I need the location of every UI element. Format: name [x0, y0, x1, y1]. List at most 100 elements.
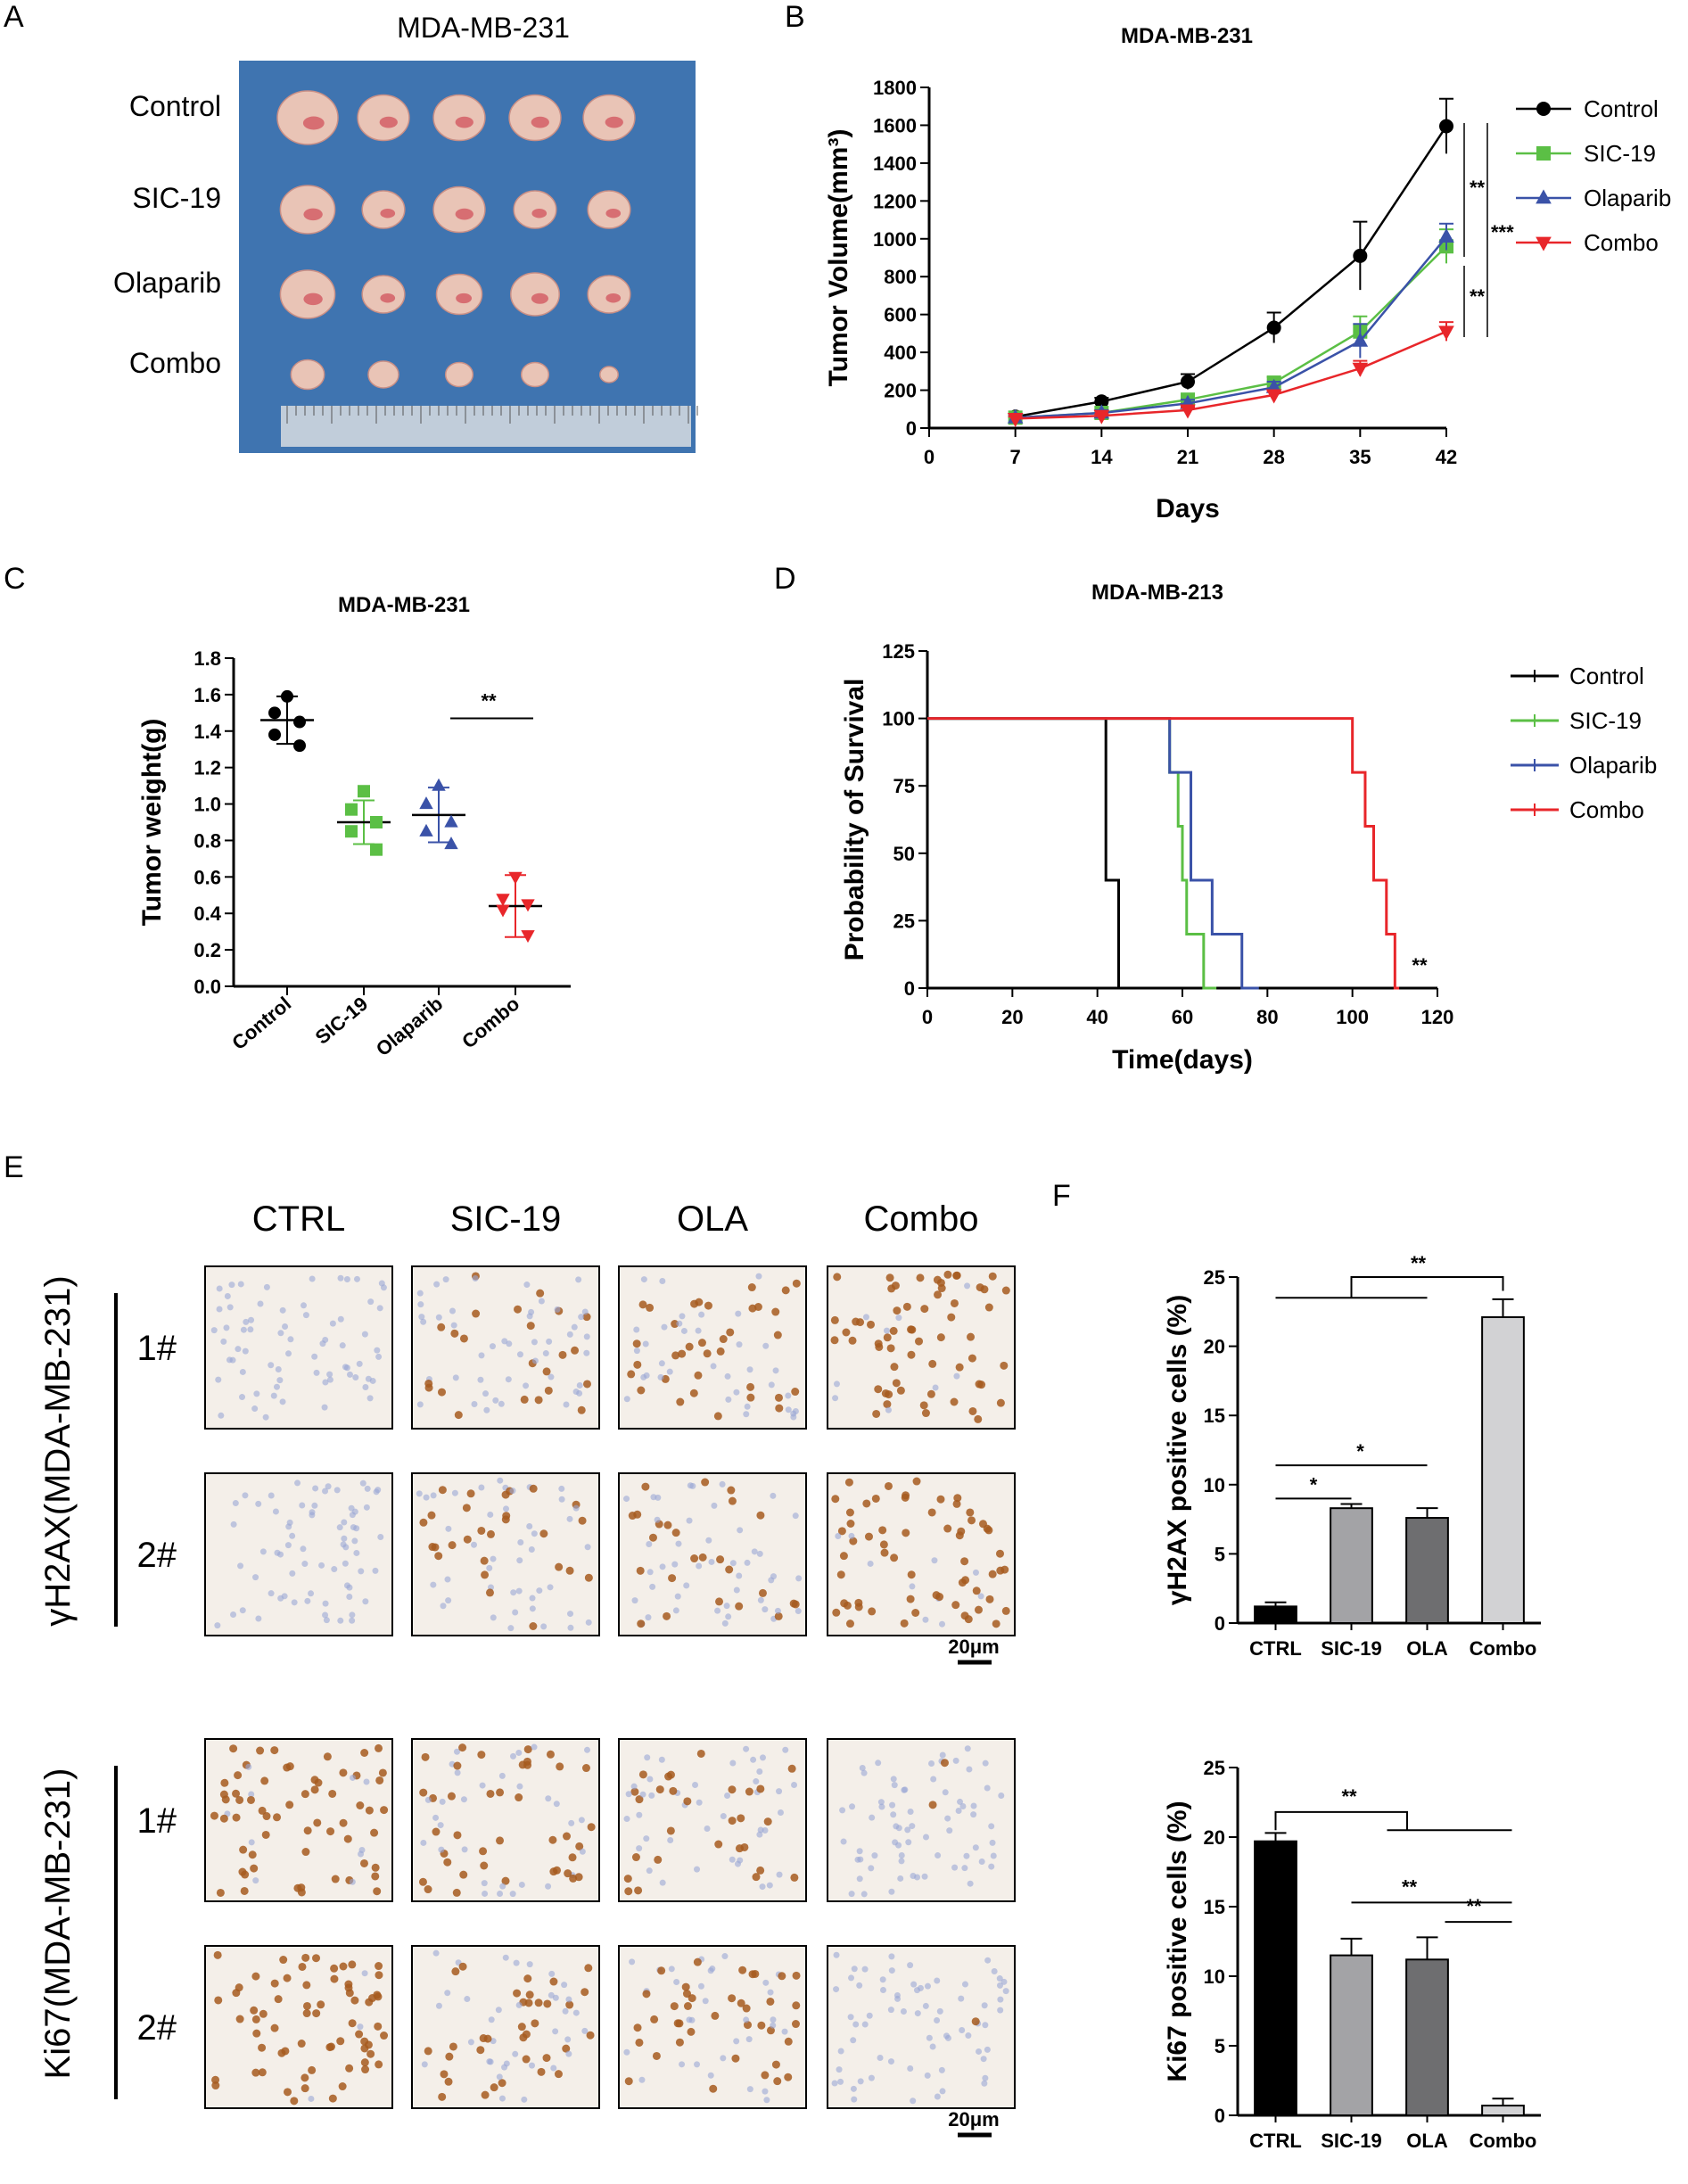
nucleus	[300, 1302, 307, 1309]
y-tick-label: 800	[884, 266, 917, 288]
nucleus	[792, 1407, 799, 1414]
nucleus	[450, 1322, 457, 1329]
significance-label: **	[1411, 1252, 1427, 1274]
nucleus	[575, 1842, 584, 1850]
nucleus	[867, 1320, 876, 1329]
nucleus	[930, 1776, 937, 1783]
nucleus	[247, 1326, 254, 1333]
nucleus	[549, 1867, 558, 1876]
survival-curve-control	[927, 717, 1140, 990]
nucleus	[639, 1791, 646, 1798]
nucleus	[856, 1848, 863, 1855]
nucleus	[255, 1500, 262, 1507]
nucleus	[351, 1537, 358, 1545]
nucleus	[341, 1519, 348, 1526]
nucleus	[967, 1332, 976, 1341]
nucleus	[982, 1760, 989, 1767]
nucleus	[529, 1595, 536, 1602]
nucleus	[663, 1611, 671, 1620]
nucleus	[773, 1331, 782, 1339]
nucleus	[463, 1535, 472, 1544]
nucleus	[625, 1791, 632, 1798]
nucleus	[849, 1803, 856, 1810]
nucleus	[781, 2028, 788, 2035]
nucleus	[714, 1840, 723, 1849]
legend-label: Olaparib	[1569, 752, 1657, 779]
nucleus	[343, 1275, 350, 1282]
nucleus	[467, 2039, 474, 2046]
y-tick-label: 5	[1215, 2035, 1225, 2057]
nucleus	[531, 1743, 538, 1751]
nucleus	[968, 1354, 976, 1363]
nucleus	[578, 1516, 587, 1525]
nucleus	[479, 1847, 488, 1856]
nucleus	[737, 1999, 745, 2007]
nucleus	[498, 1772, 506, 1779]
nucleus	[258, 1806, 267, 1815]
nucleus	[675, 1540, 682, 1547]
nucleus	[322, 1336, 329, 1343]
significance-label: **	[1341, 1785, 1357, 1808]
nucleus	[363, 1778, 370, 1785]
nucleus	[337, 1617, 344, 1624]
nucleus	[711, 1502, 718, 1509]
nucleus	[427, 1511, 436, 1520]
nucleus	[424, 1383, 433, 1392]
nucleus	[666, 1368, 673, 1375]
data-point	[432, 778, 446, 791]
nucleus	[536, 1587, 543, 1595]
nucleus	[933, 1275, 942, 1284]
nucleus	[343, 1834, 352, 1843]
nucleus	[302, 1981, 311, 1990]
y-tick-label: 25	[1204, 1266, 1225, 1289]
nucleus	[462, 1504, 471, 1512]
nucleus	[836, 1570, 845, 1579]
nucleus	[889, 1326, 898, 1335]
nucleus	[513, 1959, 520, 1966]
nucleus	[978, 1520, 987, 1529]
nucleus	[362, 1383, 369, 1390]
data-point	[444, 837, 458, 850]
ihc-image	[411, 1265, 600, 1430]
nucleus	[523, 1382, 530, 1389]
nucleus	[277, 1551, 284, 1558]
nucleus	[640, 1276, 647, 1283]
x-tick-label: Control	[227, 993, 295, 1054]
nucleus	[726, 1328, 735, 1337]
bar-combo	[1481, 1316, 1525, 1625]
nucleus	[666, 1826, 675, 1835]
legend-label: SIC-19	[1569, 707, 1642, 734]
nucleus	[936, 2007, 943, 2015]
nucleus	[898, 1851, 905, 1858]
nucleus	[877, 1799, 885, 1806]
nucleus	[762, 1979, 770, 1986]
nucleus	[883, 1400, 892, 1409]
nucleus	[345, 1989, 354, 1998]
data-point	[293, 715, 306, 729]
nucleus	[715, 1597, 724, 1606]
x-tick-label: 7	[1010, 446, 1021, 468]
nucleus	[888, 1888, 895, 1895]
series-olaparib	[1007, 222, 1454, 424]
nucleus	[630, 1783, 638, 1790]
nucleus	[584, 1544, 591, 1551]
nucleus	[940, 1759, 949, 1768]
nucleus	[944, 1815, 951, 1822]
nucleus	[965, 2032, 972, 2040]
nucleus	[935, 1593, 944, 1602]
nucleus	[572, 1504, 580, 1512]
nucleus	[776, 1788, 783, 1795]
nucleus	[486, 2058, 493, 2065]
nucleus	[885, 1406, 892, 1413]
series-line	[1015, 235, 1447, 419]
nucleus	[361, 1970, 368, 1977]
nucleus	[274, 1995, 283, 2004]
panel-c-weight-chart: C MDA-MB-231 0.0 0.2 0.4 0.6 0.8 1.0 1.2 1.4 1.6…	[4, 562, 571, 1060]
nucleus	[567, 1624, 574, 1631]
nucleus	[428, 1543, 437, 1552]
legend-label: Olaparib	[1584, 185, 1671, 211]
nucleus	[887, 2058, 894, 2065]
nucleus	[283, 2088, 292, 2097]
nucleus	[777, 1809, 784, 1817]
nucleus	[363, 1504, 370, 1511]
